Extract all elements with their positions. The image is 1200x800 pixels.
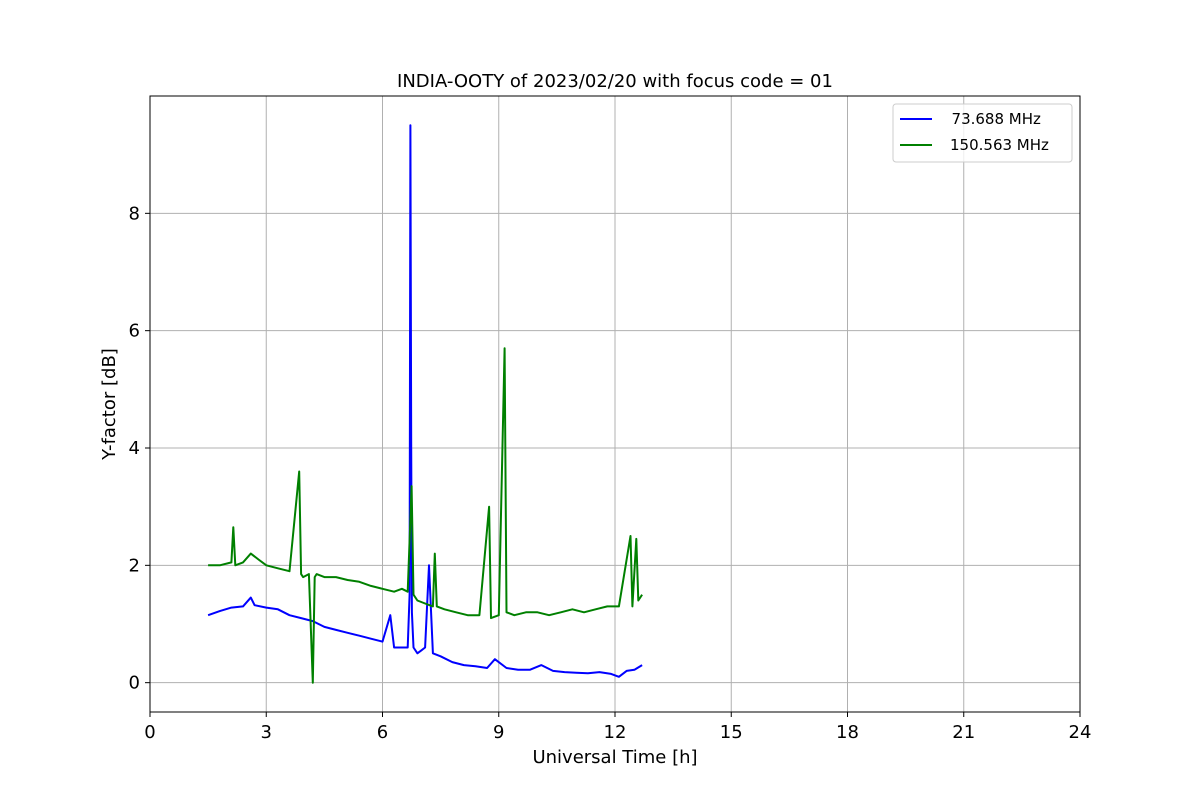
y-tick-label: 6 (129, 321, 140, 342)
y-tick-label: 8 (129, 203, 140, 224)
x-tick-label: 15 (720, 722, 743, 743)
x-tick-label: 18 (836, 722, 859, 743)
x-tick-label: 3 (261, 722, 272, 743)
legend-box (892, 103, 1073, 163)
legend: 73.688 MHz 150.563 MHz (892, 103, 1073, 163)
x-tick-label: 21 (952, 722, 975, 743)
x-tick-label: 9 (493, 722, 504, 743)
x-tick-label: 6 (377, 722, 388, 743)
x-tick-label: 0 (144, 722, 155, 743)
series-line-0 (207, 124, 643, 678)
series-line-1 (208, 347, 643, 684)
y-tick-label: 4 (129, 438, 140, 459)
y-tick-label: 2 (129, 555, 140, 576)
chart-title: INDIA-OOTY of 2023/02/20 with focus code… (397, 71, 833, 92)
y-tick-label: 0 (129, 673, 140, 694)
legend-label-150mhz: 150.563 MHz (950, 136, 1049, 154)
y-axis-label: Y-factor [dB] (99, 348, 120, 461)
x-tick-label: 24 (1069, 722, 1092, 743)
series-layer (207, 124, 643, 684)
x-tick-label: 12 (604, 722, 627, 743)
legend-label-73mhz: 73.688 MHz (942, 110, 1041, 128)
x-axis-label: Universal Time [h] (532, 747, 697, 768)
